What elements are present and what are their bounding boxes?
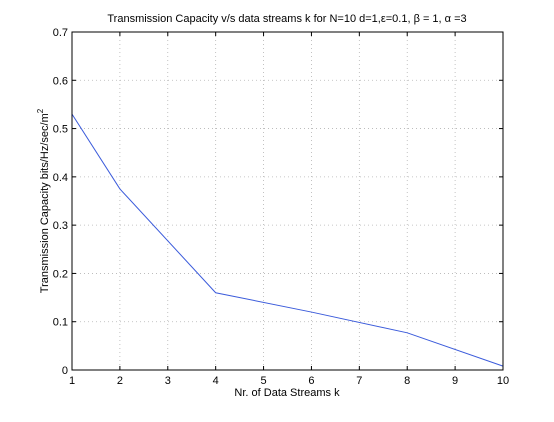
x-tick-labels: 1 2 3 4 5 6 7 8 9 10: [69, 375, 509, 387]
x-tick-label: 8: [404, 375, 410, 387]
y-tick-label: 0: [62, 365, 68, 377]
x-tick-label: 1: [69, 375, 75, 387]
series-line: [71, 113, 504, 367]
y-tick-label: 0.2: [53, 268, 68, 280]
y-tick-label: 0.3: [53, 220, 68, 232]
chart-title: Transmission Capacity v/s data streams k…: [107, 13, 466, 25]
y-tick-label: 0.7: [53, 27, 68, 39]
x-tick-label: 6: [308, 375, 314, 387]
x-tick-label: 10: [497, 375, 509, 387]
y-tick-labels: 0 0.1 0.2 0.3 0.4 0.5 0.6 0.7: [53, 27, 68, 377]
grid-lines: [72, 32, 503, 370]
x-axis-title: Nr. of Data Streams k: [234, 387, 340, 399]
x-tick-label: 9: [452, 375, 458, 387]
x-tick-label: 7: [356, 375, 362, 387]
y-axis-title: Transmission Capacity bits/Hz/sec/m2: [36, 108, 51, 293]
x-tick-label: 4: [213, 375, 219, 387]
y-tick-label: 0.1: [53, 317, 68, 329]
plot-frame: [71, 31, 504, 371]
tick-marks: [71, 31, 504, 371]
x-tick-label: 2: [117, 375, 123, 387]
y-tick-label: 0.6: [53, 75, 68, 87]
x-tick-label: 3: [165, 375, 171, 387]
plot-area: [72, 32, 503, 370]
y-tick-label: 0.4: [53, 172, 68, 184]
series-layer: [71, 113, 504, 367]
x-tick-label: 5: [260, 375, 266, 387]
y-axis-title-main: Transmission Capacity bits/Hz/sec/m: [39, 113, 51, 293]
y-axis-title-superscript: 2: [36, 108, 45, 113]
y-tick-label: 0.5: [53, 124, 68, 136]
